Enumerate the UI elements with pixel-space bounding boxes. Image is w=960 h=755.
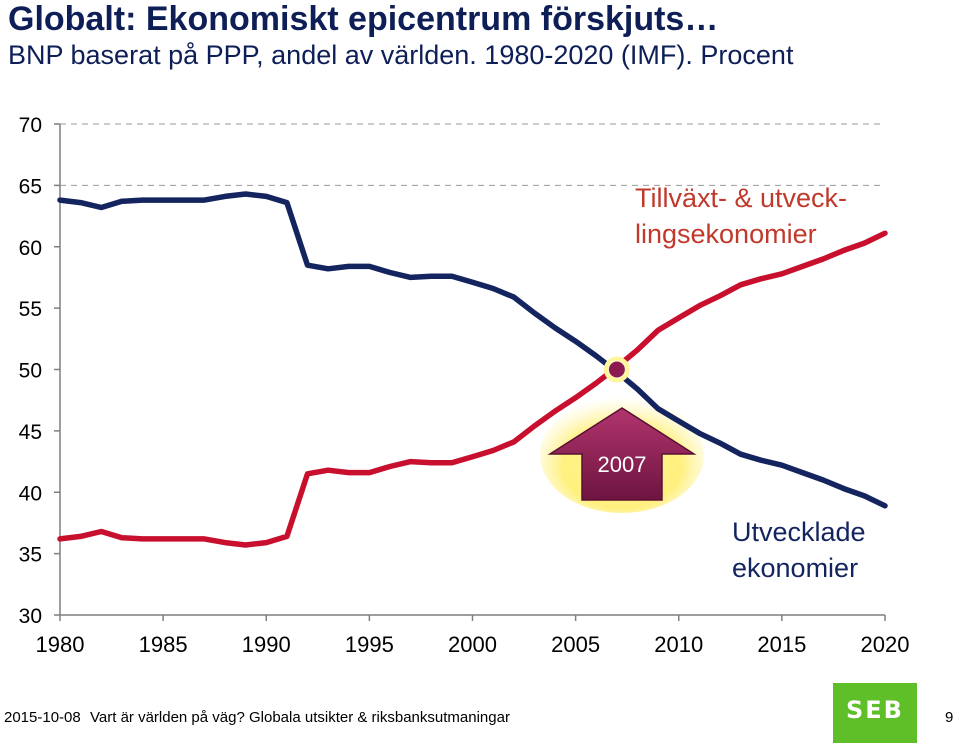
page-number: 9 bbox=[945, 709, 954, 726]
label-developed-line1: Utvecklade bbox=[732, 517, 866, 547]
footer-date: 2015-10-08 bbox=[4, 709, 81, 726]
x-tick-label-1995: 1995 bbox=[345, 632, 394, 657]
label-developed-line2: ekonomier bbox=[732, 553, 858, 583]
crossover-arrow bbox=[547, 407, 697, 501]
x-tick-label-1990: 1990 bbox=[242, 632, 291, 657]
x-tick-label-2000: 2000 bbox=[448, 632, 497, 657]
label-developing-line1: Tillväxt- & utveck- bbox=[635, 183, 847, 213]
page-subtitle: BNP baserat på PPP, andel av världen. 19… bbox=[8, 40, 794, 70]
y-tick-label-60: 60 bbox=[19, 237, 42, 260]
label-developing-line2: lingsekonomier bbox=[635, 219, 817, 249]
series-line-developed bbox=[57, 191, 888, 509]
x-tick-label-2015: 2015 bbox=[757, 632, 806, 657]
y-tick-label-50: 50 bbox=[19, 360, 42, 383]
y-tick-label-30: 30 bbox=[19, 605, 42, 628]
y-tick-label-45: 45 bbox=[19, 421, 42, 444]
y-tick-label-65: 65 bbox=[19, 175, 42, 198]
gdp-share-line-chart: 30 35 40 45 50 55 60 65 70 1980 1985 1990 1995 2000 20… bbox=[19, 114, 910, 657]
series-line-developing bbox=[57, 230, 888, 548]
arrow-label: 2007 bbox=[598, 452, 647, 477]
y-tick-label-55: 55 bbox=[19, 298, 42, 321]
x-tick-label-1985: 1985 bbox=[139, 632, 188, 657]
y-tick-label-35: 35 bbox=[19, 544, 42, 567]
x-tick-label-2020: 2020 bbox=[861, 632, 910, 657]
seb-logo: SEB bbox=[833, 683, 917, 743]
x-tick-label-2010: 2010 bbox=[654, 632, 703, 657]
page-title: Globalt: Ekonomiskt epicentrum förskjuts… bbox=[8, 0, 719, 38]
footer-text: Vart är världen på väg? Globala utsikter… bbox=[90, 709, 510, 726]
seb-logo-text: SEB bbox=[846, 696, 904, 724]
y-tick-label-70: 70 bbox=[19, 114, 42, 137]
crossover-marker bbox=[608, 361, 625, 378]
y-tick-label-40: 40 bbox=[19, 482, 42, 505]
x-tick-label-2005: 2005 bbox=[551, 632, 600, 657]
x-tick-label-1980: 1980 bbox=[36, 632, 85, 657]
